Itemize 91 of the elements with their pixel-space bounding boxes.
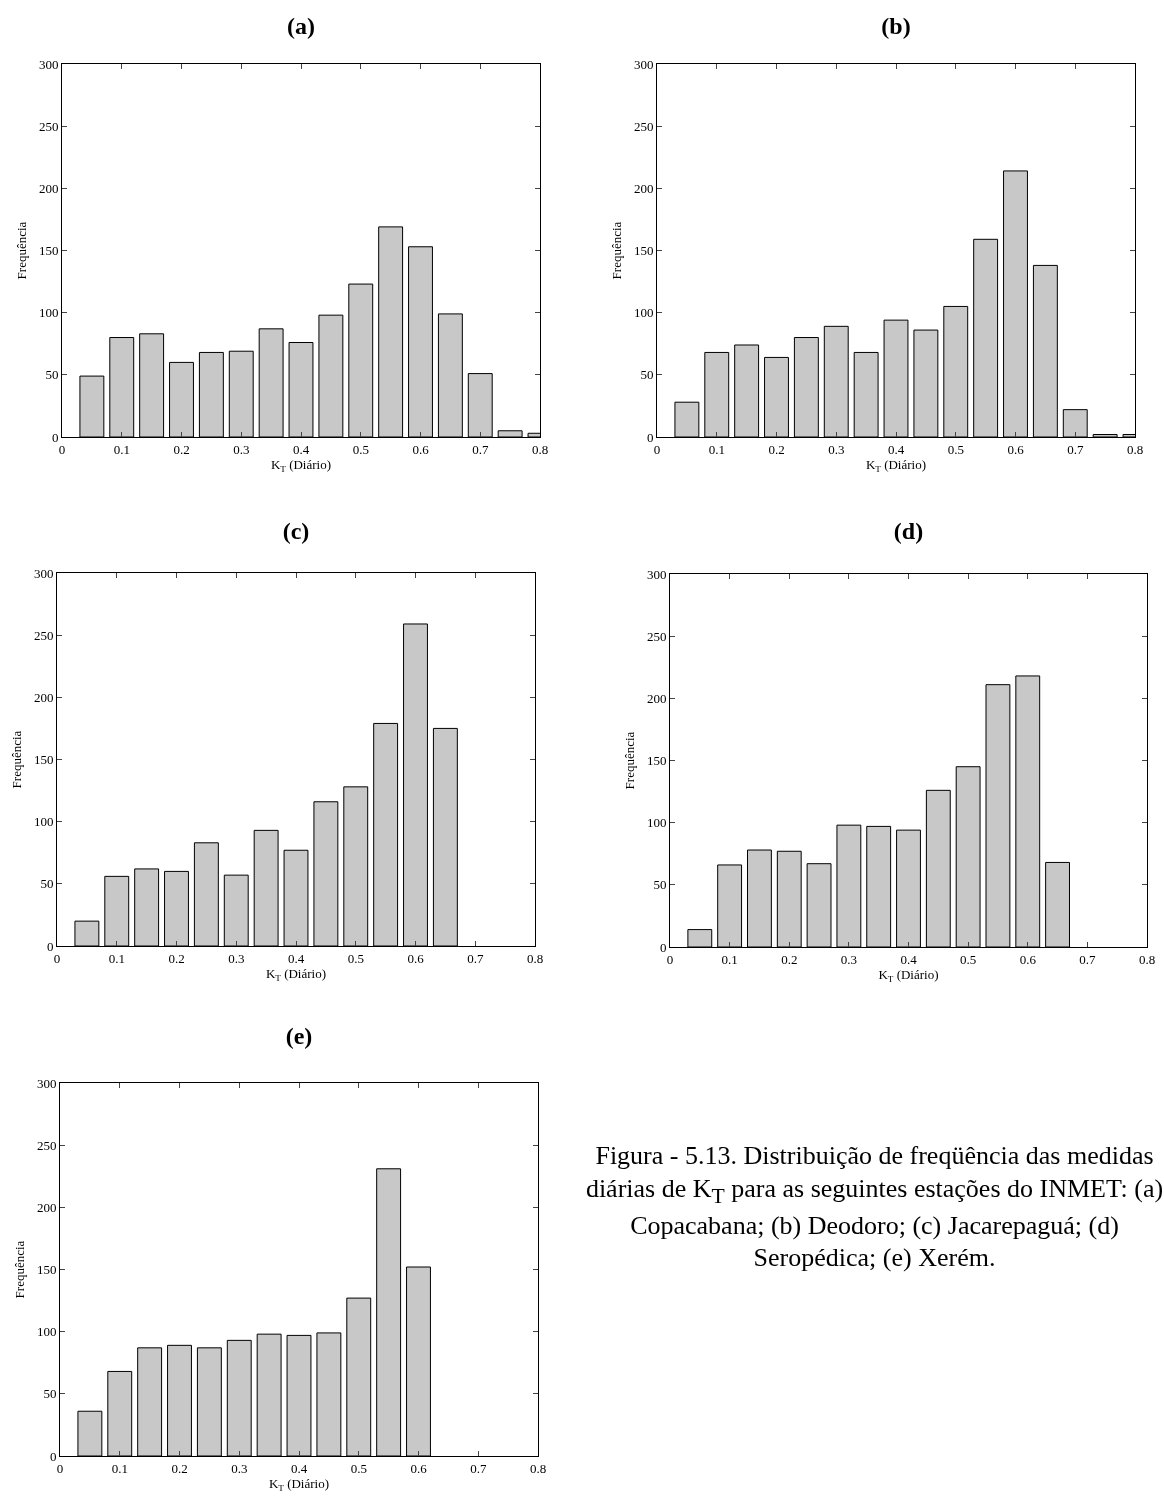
y-tick-label: 300 (646, 566, 667, 582)
y-tick-label: 150 (633, 243, 654, 259)
x-tick-label: 0.7 (1067, 441, 1084, 457)
x-tick-label: 0.2 (171, 1460, 188, 1476)
y-tick-label: 300 (36, 1075, 57, 1091)
x-tick-label: 0.5 (352, 441, 369, 457)
y-tick-label: 200 (38, 180, 59, 196)
y-tick-label: 50 (45, 367, 59, 383)
x-tick-label: 0.4 (900, 951, 918, 967)
x-tick-label: 0.1 (108, 950, 125, 966)
x-tick-label: 0.2 (781, 951, 798, 967)
x-tick-label: 0.7 (467, 950, 484, 966)
y-tick-label: 250 (36, 1137, 57, 1153)
x-tick-label: 0.5 (347, 950, 364, 966)
x-tick-label: 0.8 (529, 1460, 547, 1476)
x-axis-title: K$_{T}$ (Diário) (268, 1476, 330, 1493)
x-tick-label: 0.3 (828, 441, 845, 457)
x-tick-label: 0.3 (228, 950, 245, 966)
y-tick-label: 50 (43, 1386, 57, 1402)
x-axis-title: K$_{T}$ (Diário) (878, 967, 939, 984)
x-tick-label: 0.3 (231, 1460, 248, 1476)
x-tick-label: 0.7 (1079, 951, 1097, 967)
y-tick-label: 50 (40, 876, 54, 892)
y-tick-label: 50 (653, 877, 667, 893)
chart-title: (a) (287, 13, 315, 40)
y-tick-label: 0 (51, 429, 59, 445)
x-axis-title: K$_{T}$ (Diário) (270, 457, 332, 474)
y-axis-title: Frequência (9, 730, 24, 789)
x-tick-label: 0.7 (470, 1460, 487, 1476)
y-tick-label: 0 (646, 429, 654, 445)
y-tick-label: 50 (640, 367, 654, 383)
x-tick-label: 0.6 (410, 1460, 428, 1476)
x-tick-label: 0.5 (350, 1460, 367, 1476)
x-tick-label: 0.6 (407, 950, 425, 966)
x-tick-label: 0.2 (168, 950, 185, 966)
x-tick-label: 0.3 (840, 951, 858, 967)
x-tick-label: 0.5 (960, 951, 977, 967)
x-tick-label: 0.4 (290, 1460, 308, 1476)
y-tick-label: 150 (646, 753, 667, 769)
y-tick-label: 250 (633, 118, 654, 134)
chart-title: (b) (881, 13, 911, 40)
x-tick-label: 0.1 (111, 1460, 128, 1476)
x-tick-label: 0.5 (947, 441, 964, 457)
text: Figura - 5.13. Distribuição de freqüência das medidas diárias de K$_{T}$ para as seguintes estações do INMET: (a) Copacabana; (b) Deodoro; (c) Jacarepaguá; (d) Seropédica; (e) Xerém. (585, 1140, 1164, 1275)
y-axis-title: Frequência (12, 1240, 27, 1299)
x-tick-label: 0.2 (768, 441, 785, 457)
y-tick-label: 150 (36, 1262, 57, 1278)
x-tick-label: 0.8 (531, 441, 549, 457)
y-tick-label: 200 (646, 690, 667, 706)
y-tick-label: 300 (33, 565, 54, 581)
chart-title: (c) (282, 518, 310, 545)
chart-title: (e) (285, 1023, 313, 1050)
x-tick-label: 0.6 (1007, 441, 1025, 457)
y-tick-label: 200 (33, 689, 54, 705)
y-tick-label: 100 (38, 305, 59, 321)
x-tick-label: 0.8 (1138, 951, 1156, 967)
y-tick-label: 150 (33, 752, 54, 768)
x-tick-label: 0.2 (173, 441, 190, 457)
y-tick-label: 200 (36, 1199, 57, 1215)
y-tick-label: 100 (633, 305, 654, 321)
x-tick-label: 0.4 (287, 950, 305, 966)
y-tick-label: 150 (38, 243, 59, 259)
y-axis-title: Frequência (609, 221, 624, 280)
x-tick-label: 0.6 (412, 441, 430, 457)
y-tick-label: 250 (38, 118, 59, 134)
y-tick-label: 100 (36, 1324, 57, 1340)
chart-title: (d) (893, 518, 924, 545)
x-tick-label: 0.8 (526, 950, 544, 966)
x-axis-title: K$_{T}$ (Diário) (265, 966, 327, 983)
y-tick-label: 300 (38, 56, 59, 72)
y-tick-label: 200 (633, 180, 654, 196)
y-tick-label: 0 (659, 939, 667, 955)
x-tick-label: 0.6 (1019, 951, 1037, 967)
y-axis-title: Frequência (14, 221, 29, 280)
x-tick-label: 0.1 (721, 951, 738, 967)
y-tick-label: 250 (646, 628, 667, 644)
x-tick-label: 0.1 (708, 441, 725, 457)
y-tick-label: 300 (633, 56, 654, 72)
x-axis-title: K$_{T}$ (Diário) (865, 457, 927, 474)
y-tick-label: 0 (49, 1448, 57, 1464)
x-tick-label: 0.1 (113, 441, 130, 457)
x-tick-label: 0.7 (472, 441, 489, 457)
y-tick-label: 0 (46, 938, 54, 954)
y-tick-label: 250 (33, 627, 54, 643)
y-tick-label: 100 (646, 815, 667, 831)
y-tick-label: 100 (33, 814, 54, 830)
y-axis-title: Frequência (622, 731, 637, 790)
x-tick-label: 0.4 (887, 441, 905, 457)
x-tick-label: 0.8 (1126, 441, 1144, 457)
x-tick-label: 0.3 (233, 441, 250, 457)
x-tick-label: 0.4 (292, 441, 310, 457)
